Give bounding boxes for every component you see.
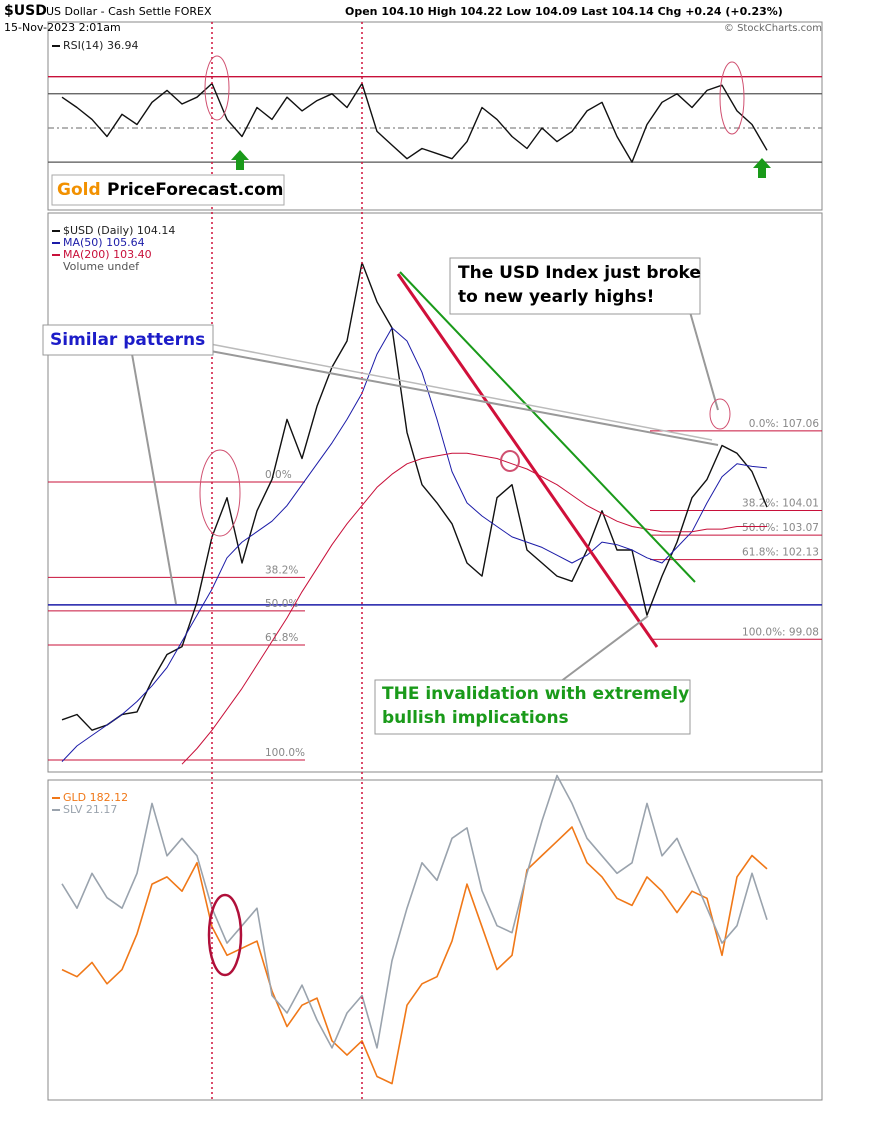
fib-label: 0.0%: 107.06 <box>749 418 820 430</box>
grid: 0.0% 38.2% 50.0% 61.8% 100.0% 0.0%: 107.06 38.… <box>48 76 822 761</box>
series-layer <box>61 82 768 1085</box>
legend-label: $USD (Daily) 104.14 <box>63 224 175 237</box>
fib-label: 100.0%: 99.08 <box>742 626 819 638</box>
up-arrow <box>753 158 771 178</box>
logo-gold: Gold <box>57 180 101 200</box>
fib-label: 100.0% <box>265 747 305 759</box>
legend-label: Volume undef <box>63 260 140 273</box>
legend-label: GLD 182.12 <box>63 791 128 804</box>
legend-label: RSI(14) 36.94 <box>63 39 138 52</box>
callout-box <box>42 324 214 356</box>
highlight-ellipse <box>500 450 520 472</box>
fib-label: 38.2% <box>265 564 298 576</box>
callout-pointer <box>559 615 649 683</box>
highlight-ellipse <box>204 55 230 121</box>
annotation: THE invalidation with extremely <box>382 684 689 704</box>
symbol: $USD <box>4 3 47 19</box>
legend-label: MA(200) 103.40 <box>63 248 152 261</box>
fib-label: 61.8% <box>265 632 298 644</box>
trend-line <box>399 271 696 583</box>
annotation: to new yearly highs! <box>458 287 654 307</box>
panels <box>47 21 823 1101</box>
annotation: bullish implications <box>382 708 569 728</box>
legend-label: SLV 21.17 <box>63 803 117 816</box>
line-series <box>61 774 768 1049</box>
highlight-ellipse <box>207 893 243 977</box>
decorations: Gold PriceForecast.com RSI(14) 36.94 $USD… <box>42 22 771 1100</box>
pattern-line <box>204 342 713 441</box>
line-series <box>61 261 768 731</box>
legend-label: MA(50) 105.64 <box>63 236 145 249</box>
gold-panel <box>47 779 823 1101</box>
fib-label: 61.8%: 102.13 <box>742 547 819 559</box>
up-arrow <box>231 150 249 170</box>
callout-box <box>374 679 691 735</box>
logo-text: PriceForecast.com <box>107 180 284 200</box>
highlight-ellipse <box>199 449 241 537</box>
line-series <box>61 82 768 163</box>
instrument-name: US Dollar - Cash Settle FOREX <box>46 5 212 18</box>
copyright: © StockCharts.com <box>724 23 822 34</box>
line-series <box>61 327 768 762</box>
fib-label: 38.2%: 104.01 <box>742 498 819 510</box>
fib-label: 50.0%: 103.07 <box>742 522 819 534</box>
quote: Open 104.10 High 104.22 Low 104.09 Last … <box>345 5 783 18</box>
header: $USD US Dollar - Cash Settle FOREX 15-No… <box>4 3 822 34</box>
annotation: The USD Index just broke <box>458 263 701 283</box>
datetime: 15-Nov-2023 2:01am <box>4 21 121 34</box>
pattern-line <box>204 349 719 446</box>
line-series <box>181 452 767 765</box>
fib-label: 0.0% <box>265 469 292 481</box>
highlight-ellipse <box>719 61 745 135</box>
callout-pointer <box>689 311 719 411</box>
highlight-ellipse <box>709 398 731 430</box>
callout-box <box>449 257 701 315</box>
annotation: Similar patterns <box>50 330 205 350</box>
line-series <box>61 826 768 1085</box>
trend-line <box>396 273 659 648</box>
callout-pointer <box>131 353 177 605</box>
fib-label: 50.0% <box>265 598 298 610</box>
logo-box <box>51 174 285 206</box>
